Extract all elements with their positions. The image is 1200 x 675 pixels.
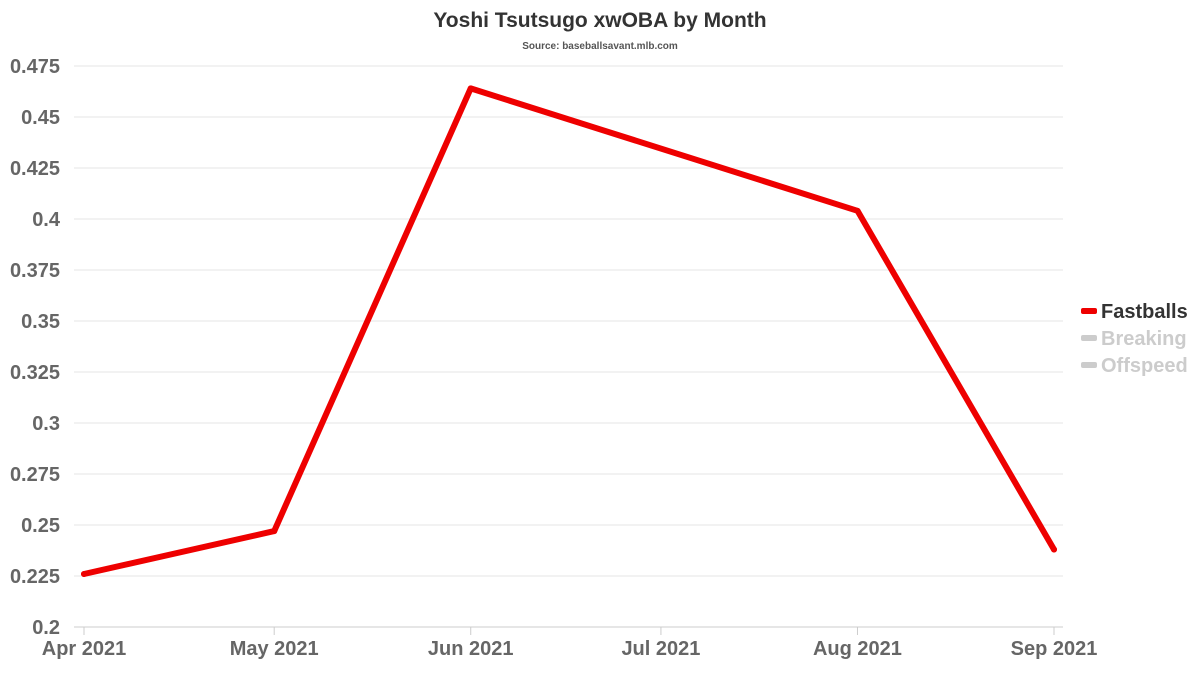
y-tick-label: 0.4 — [32, 209, 61, 231]
chart-subtitle: Source: baseballsavant.mlb.com — [522, 41, 678, 52]
legend[interactable]: Fastballs Breaking Offspeed — [1081, 301, 1188, 377]
legend-item-breaking[interactable]: Breaking — [1081, 328, 1187, 350]
series-line-fastballs — [81, 85, 1057, 577]
legend-item-fastballs[interactable]: Fastballs — [1081, 301, 1188, 323]
y-tick-label: 0.475 — [10, 56, 60, 78]
y-tick-label: 0.3 — [32, 413, 60, 435]
x-axis: Apr 2021 May 2021 Jun 2021 Jul 2021 Aug 2021… — [42, 627, 1098, 660]
y-tick-label: 0.25 — [21, 515, 60, 537]
legend-swatch — [1081, 362, 1097, 368]
data-point — [1051, 546, 1057, 553]
x-tick-label: Sep 2021 — [1011, 638, 1098, 660]
x-tick-label: Aug 2021 — [813, 638, 902, 660]
legend-item-offspeed[interactable]: Offspeed — [1081, 355, 1188, 377]
legend-label: Fastballs — [1101, 301, 1188, 323]
x-tick-label: May 2021 — [230, 638, 319, 660]
data-point — [271, 528, 278, 535]
y-tick-label: 0.45 — [21, 107, 60, 129]
y-axis: 0.2 0.225 0.25 0.275 0.3 0.325 0.35 0.375 0.4 0.4… — [10, 56, 61, 639]
grid-lines — [74, 65, 1063, 628]
chart-title: Yoshi Tsutsugo xwOBA by Month — [433, 9, 766, 32]
legend-label: Breaking — [1101, 328, 1187, 350]
legend-swatch — [1081, 335, 1097, 341]
x-tick-label: Apr 2021 — [42, 638, 127, 660]
series-layer — [81, 85, 1057, 577]
legend-swatch — [1081, 308, 1097, 314]
y-tick-label: 0.35 — [21, 311, 60, 333]
data-point — [467, 85, 474, 92]
y-tick-label: 0.275 — [10, 464, 60, 486]
y-tick-label: 0.225 — [10, 566, 60, 588]
y-tick-label: 0.375 — [10, 260, 60, 282]
x-tick-label: Jul 2021 — [621, 638, 700, 660]
y-tick-label: 0.425 — [10, 158, 60, 180]
y-tick-label: 0.2 — [32, 617, 60, 639]
legend-label: Offspeed — [1101, 355, 1188, 377]
data-point — [854, 207, 861, 214]
y-tick-label: 0.325 — [10, 362, 60, 384]
x-tick-label: Jun 2021 — [428, 638, 514, 660]
data-point — [81, 570, 87, 577]
